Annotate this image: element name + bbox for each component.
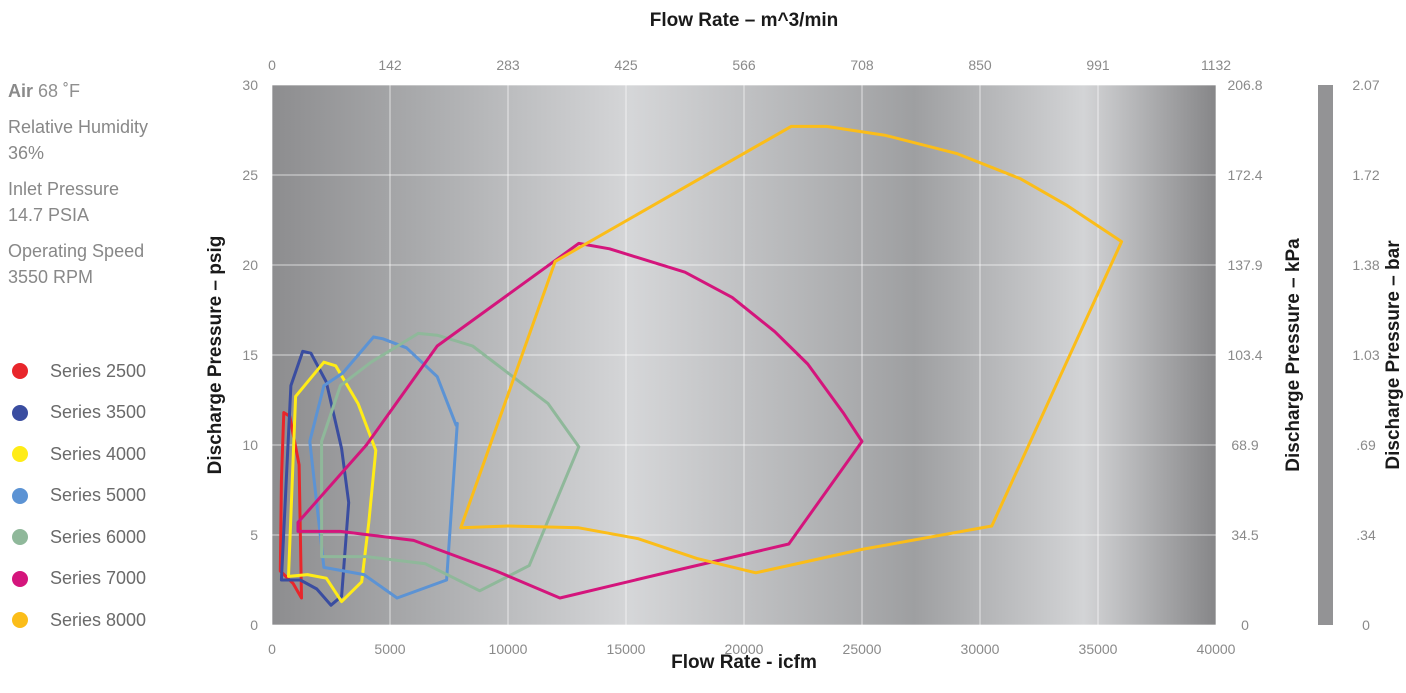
legend-item: Series 2500 [12,360,146,382]
legend-swatch [12,612,28,628]
x-tick-label: 40000 [1197,641,1236,657]
series-line-series-4000 [287,360,378,604]
series-line-series-3500 [279,349,351,607]
y-tick-label: 20 [242,257,258,273]
x2-tick-label: 1132 [1201,57,1231,73]
legend-item: Series 7000 [12,568,146,590]
legend-label: Series 7000 [50,568,147,588]
inlet-pressure-label: Inlet Pressure [8,179,120,199]
x2-tick-label: 425 [614,57,638,73]
y2-tick-label: 137.9 [1227,257,1262,273]
humidity-value: 36% [8,143,45,163]
series-line-series-2500 [278,411,303,600]
y2-axis-title: Discharge Pressure – kPa [1283,238,1304,472]
y-tick-label: 0 [250,617,258,633]
grid-lines [271,84,1217,626]
y-tick-label: 5 [250,527,258,543]
legend-swatch [12,487,28,504]
legend-label: Series 6000 [50,526,147,547]
x-tick-label: 25000 [843,641,882,657]
x2-tick-label: 283 [496,57,520,73]
operating-speed-value: 3550 RPM [8,267,94,287]
y-axis-title: Discharge Pressure – psig [205,236,226,475]
bar-scale-band [1318,85,1333,625]
operating-speed-label: Operating Speed [8,241,145,261]
legend-label: Series 5000 [50,485,147,505]
legend-item: Series 5000 [12,485,146,507]
y3-tick-label: 1.38 [1352,257,1379,273]
y3-tick-label: 2.07 [1352,77,1379,93]
air-label: Air [8,81,34,101]
legend-label: Series 4000 [50,443,147,464]
legend-item: Series 8000 [12,609,146,631]
legend-swatch [12,404,28,421]
series-line-series-6000 [320,331,581,593]
x2-tick-label: 991 [1086,57,1110,73]
y3-tick-label: .69 [1356,437,1376,453]
y-tick-label: 15 [242,347,258,363]
axis-ticks: 0050001421000028315000425200005662500070… [242,57,1379,657]
series-line-series-8000 [459,124,1124,575]
y3-tick-label: 0 [1362,617,1370,633]
x-tick-label: 5000 [374,641,405,657]
y2-tick-label: 0 [1241,617,1249,633]
y2-tick-label: 103.4 [1227,347,1262,363]
x-tick-label: 15000 [607,641,646,657]
x2-tick-label: 0 [268,57,276,73]
x2-axis-title: Flow Rate – m^3/min [650,10,838,31]
legend-item: Series 4000 [12,443,146,465]
series-group [278,124,1124,607]
x-tick-label: 30000 [961,641,1000,657]
legend-swatch [12,363,28,379]
legend-swatch [12,529,28,545]
series-line-series-5000 [308,335,459,600]
humidity-label: Relative Humidity [8,117,149,137]
inlet-pressure-value: 14.7 PSIA [8,205,90,225]
legend-item: Series 6000 [12,526,146,548]
air-value: 68 ˚F [38,81,81,101]
x2-tick-label: 850 [968,57,992,73]
x2-tick-label: 142 [378,57,402,73]
x-tick-label: 10000 [489,641,528,657]
legend-item: Series 3500 [12,402,146,424]
legend-label: Series 2500 [50,360,147,381]
legend-label: Series 3500 [50,402,147,422]
air-condition: Air 68 ˚F [8,80,80,102]
y2-tick-label: 206.8 [1227,77,1262,93]
series-line-series-7000 [296,241,864,600]
x2-tick-label: 708 [850,57,874,73]
y-tick-label: 10 [242,437,258,453]
y3-tick-label: 1.72 [1352,167,1379,183]
y3-axis-title: Discharge Pressure – bar [1383,240,1404,470]
x-tick-label: 0 [268,641,276,657]
y3-tick-label: 1.03 [1352,347,1379,363]
y-tick-label: 30 [242,77,258,93]
y2-tick-label: 34.5 [1231,527,1258,543]
x-axis-title: Flow Rate - icfm [671,652,817,673]
y2-tick-label: 172.4 [1227,167,1262,183]
legend-swatch [12,570,28,587]
y3-tick-label: .34 [1356,527,1376,543]
y-tick-label: 25 [242,167,258,183]
x-tick-label: 20000 [725,641,764,657]
x2-tick-label: 566 [732,57,756,73]
legend-swatch [12,446,28,462]
legend-label: Series 8000 [50,609,147,630]
x-tick-label: 35000 [1079,641,1118,657]
y2-tick-label: 68.9 [1231,437,1258,453]
